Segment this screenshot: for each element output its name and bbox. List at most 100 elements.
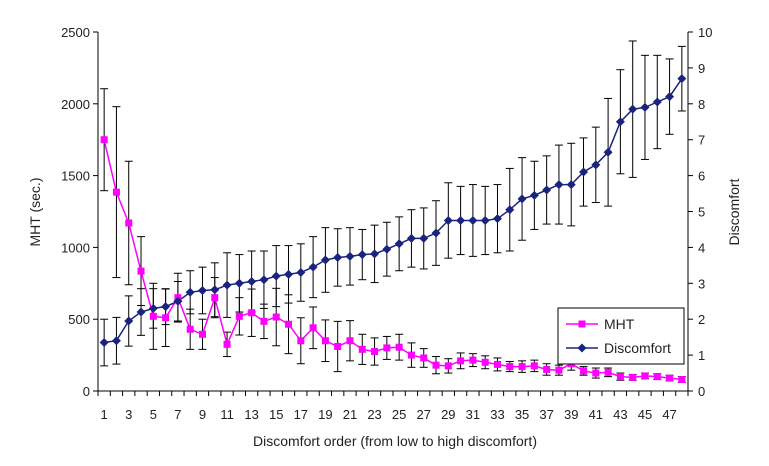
x-tick-label: 25 (392, 407, 406, 422)
discomfort-point (308, 262, 318, 272)
x-tick-label: 45 (638, 407, 652, 422)
x-tick-label: 5 (150, 407, 157, 422)
x-tick-label: 31 (466, 407, 480, 422)
x-tick-label: 23 (367, 407, 381, 422)
y-tick-label-right: 8 (698, 97, 705, 112)
x-tick-label: 29 (441, 407, 455, 422)
mht-point (112, 188, 120, 196)
mht-point (432, 361, 440, 369)
discomfort-point (542, 185, 552, 195)
mht-point (371, 348, 379, 356)
mht-point (285, 320, 293, 328)
y-tick-label-right: 4 (698, 240, 705, 255)
discomfort-point (99, 338, 109, 348)
discomfort-point (197, 285, 207, 295)
legend-discomfort-marker (577, 343, 587, 353)
x-tick-label: 15 (269, 407, 283, 422)
discomfort-point (222, 280, 232, 290)
legend-discomfort-label: Discomfort (604, 340, 671, 356)
discomfort-point (357, 250, 367, 260)
legend-box (557, 307, 685, 365)
discomfort-point (554, 180, 564, 190)
discomfort-point (111, 336, 121, 346)
discomfort-point (419, 233, 429, 243)
mht-point (457, 357, 465, 365)
mht-point (346, 337, 354, 345)
discomfort-point (603, 147, 613, 157)
mht-point (506, 363, 514, 371)
mht-point (543, 365, 551, 373)
discomfort-point (136, 307, 146, 317)
x-tick-label: 33 (490, 407, 504, 422)
mht-point (580, 367, 588, 375)
y-tick-label-left: 1500 (61, 169, 90, 184)
mht-point (297, 337, 305, 345)
discomfort-point (173, 296, 183, 306)
x-tick-label: 21 (343, 407, 357, 422)
mht-point (518, 363, 526, 371)
discomfort-point (271, 271, 281, 281)
y-tick-label-right: 6 (698, 169, 705, 184)
x-tick-label: 35 (515, 407, 529, 422)
discomfort-point (148, 303, 158, 313)
discomfort-point (431, 228, 441, 238)
mht-point (555, 366, 563, 374)
x-tick-label: 37 (539, 407, 553, 422)
discomfort-point (443, 215, 453, 225)
discomfort-point (665, 92, 675, 102)
mht-point (444, 362, 452, 370)
discomfort-point (677, 74, 687, 84)
discomfort-point (591, 160, 601, 170)
mht-point (641, 372, 649, 380)
y-tick-label-left: 500 (68, 312, 90, 327)
markers-layer (99, 74, 687, 384)
discomfort-point (517, 194, 527, 204)
y-tick-label-right: 1 (698, 348, 705, 363)
discomfort-point (259, 275, 269, 285)
mht-point (223, 340, 231, 348)
mht-point (309, 324, 317, 332)
discomfort-point (382, 244, 392, 254)
mht-point (383, 344, 391, 352)
y-axis-title-right: Discomfort (726, 178, 742, 245)
mht-point (137, 267, 145, 275)
mht-point (186, 325, 194, 333)
discomfort-point (456, 215, 466, 225)
discomfort-point (652, 97, 662, 107)
discomfort-point (333, 252, 343, 262)
discomfort-point (406, 233, 416, 243)
discomfort-point (529, 190, 539, 200)
x-tick-label: 7 (174, 407, 181, 422)
x-tick-label: 9 (199, 407, 206, 422)
y-tick-label-left: 2500 (61, 25, 90, 40)
x-tick-label: 27 (416, 407, 430, 422)
mht-point (592, 369, 600, 377)
mht-point (198, 330, 206, 338)
mht-point (653, 373, 661, 381)
x-tick-label: 13 (244, 407, 258, 422)
legend-mht-label: MHT (604, 316, 635, 332)
y-tick-label-right: 9 (698, 61, 705, 76)
legend: MHT Discomfort (557, 307, 685, 365)
discomfort-point (579, 167, 589, 177)
x-tick-label: 3 (125, 407, 132, 422)
discomfort-point (505, 205, 515, 215)
mht-point (162, 314, 170, 322)
mht-point (358, 345, 366, 353)
mht-point (493, 360, 501, 368)
discomfort-series-line (103, 78, 683, 344)
mht-point (678, 376, 686, 384)
mht-point (629, 373, 637, 381)
y-tick-label-left: 1000 (61, 240, 90, 255)
discomfort-point (345, 251, 355, 261)
mht-point (616, 373, 624, 381)
x-tick-label: 17 (294, 407, 308, 422)
x-tick-label: 41 (589, 407, 603, 422)
mht-point (125, 219, 133, 227)
y-tick-label-right: 7 (698, 133, 705, 148)
mht-point (395, 343, 403, 351)
mht-point (100, 136, 108, 144)
